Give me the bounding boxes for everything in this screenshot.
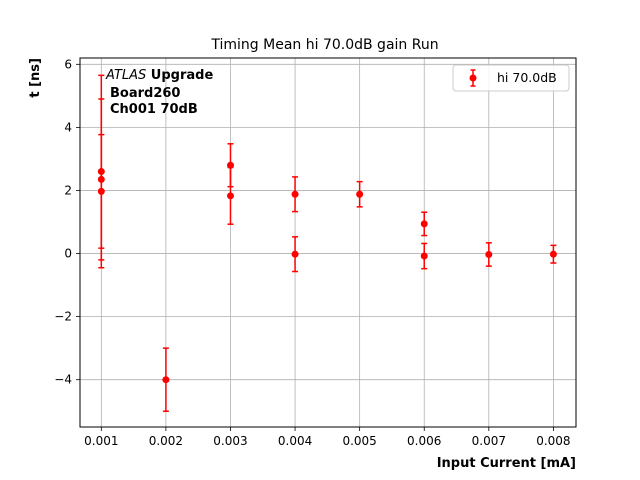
- data-series: [97, 74, 557, 412]
- x-tick-label: 0.005: [342, 434, 376, 448]
- y-tick-label: 2: [64, 183, 72, 197]
- data-point: [291, 236, 299, 273]
- data-point: [420, 242, 428, 270]
- data-point: [485, 242, 493, 267]
- axis-ticks: 0.001 0.002 0.003 0.004 0.005 0.006 0.007 0.008…: [54, 57, 570, 448]
- annotation-channel: Ch001 70dB: [110, 102, 198, 117]
- data-point: [356, 180, 364, 208]
- data-point: [97, 133, 105, 249]
- grid: [80, 58, 576, 427]
- point-marker: [291, 250, 299, 258]
- legend-marker: [469, 74, 477, 82]
- x-tick-label: 0.003: [213, 434, 247, 448]
- x-axis-label: Input Current [mA]: [437, 456, 576, 471]
- annotation-board: Board260: [110, 86, 180, 101]
- point-marker: [356, 190, 364, 198]
- point-marker: [162, 376, 170, 384]
- atlas-annotation: ATLAS Upgrade Board260 Ch001 70dB: [105, 68, 213, 117]
- annotation-line1: ATLAS Upgrade: [105, 68, 213, 83]
- legend-box: [452, 64, 570, 92]
- x-tick-label: 0.004: [278, 434, 312, 448]
- x-tick-label: 0.002: [149, 434, 183, 448]
- point-marker: [97, 187, 105, 195]
- point-marker: [226, 192, 234, 200]
- point-marker: [485, 250, 493, 258]
- y-tick-label: −2: [54, 310, 72, 324]
- point-marker: [549, 250, 557, 258]
- point-marker: [291, 190, 299, 198]
- x-tick-label: 0.006: [407, 434, 441, 448]
- point-marker: [420, 220, 428, 228]
- y-axis-label: t [ns]: [28, 58, 43, 98]
- point-marker: [420, 252, 428, 260]
- data-point: [420, 211, 428, 237]
- legend: hi 70.0dB: [452, 64, 570, 92]
- x-tick-label: 0.008: [536, 434, 570, 448]
- y-tick-label: 0: [64, 247, 72, 261]
- y-tick-label: 4: [64, 120, 72, 134]
- y-tick-label: −4: [54, 373, 72, 387]
- x-tick-label: 0.001: [84, 434, 118, 448]
- x-tick-label: 0.007: [472, 434, 506, 448]
- y-tick-label: 6: [64, 57, 72, 71]
- data-point: [226, 166, 234, 225]
- data-point: [549, 244, 557, 264]
- data-point: [162, 347, 170, 412]
- annotation-atlas: ATLAS: [105, 68, 146, 83]
- plot-frame: [79, 57, 577, 428]
- data-point: [291, 176, 299, 213]
- annotation-upgrade: Upgrade: [146, 68, 213, 83]
- chart-title: Timing Mean hi 70.0dB gain Run: [210, 37, 438, 53]
- legend-label: hi 70.0dB: [497, 70, 557, 85]
